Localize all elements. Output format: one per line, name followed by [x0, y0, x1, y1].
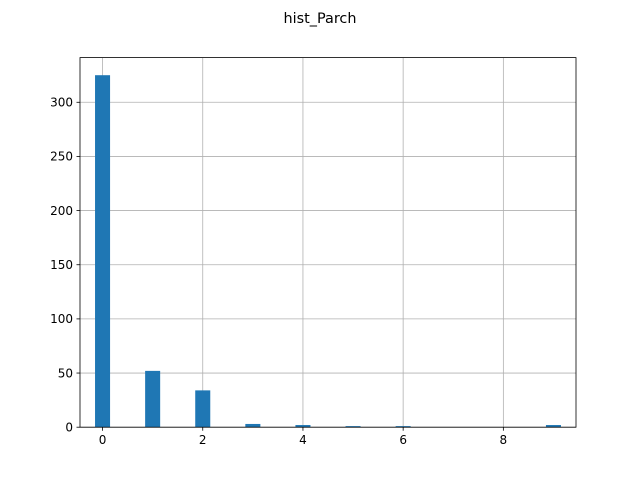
x-tick-label: 4 — [299, 433, 307, 447]
bars — [95, 75, 561, 428]
y-tick-label: 150 — [50, 258, 73, 272]
histogram-bar — [345, 426, 361, 428]
histogram-bar — [395, 426, 411, 428]
x-tick-label: 6 — [399, 433, 407, 447]
y-tick-label: 200 — [50, 204, 73, 218]
y-tick-label: 250 — [50, 150, 73, 164]
y-tick-label: 300 — [50, 96, 73, 110]
y-axis: 0 50 100 150 200 250 300 — [50, 96, 80, 435]
grid — [80, 57, 576, 428]
y-tick-label: 50 — [58, 366, 73, 380]
histogram-bar — [245, 423, 261, 428]
chart-title: hist_Parch — [284, 11, 357, 27]
x-tick-label: 0 — [99, 433, 107, 447]
histogram-bar — [145, 370, 161, 428]
y-tick-label: 100 — [50, 312, 73, 326]
x-axis: 0 2 4 6 8 — [99, 427, 507, 447]
histogram-bar — [95, 75, 111, 428]
x-tick-label: 2 — [199, 433, 207, 447]
histogram-bar — [195, 390, 211, 428]
plot-frame — [79, 57, 577, 428]
histogram-bar — [545, 425, 561, 428]
histogram-bar — [295, 425, 311, 428]
y-tick-label: 0 — [65, 421, 73, 435]
x-tick-label: 8 — [500, 433, 508, 447]
